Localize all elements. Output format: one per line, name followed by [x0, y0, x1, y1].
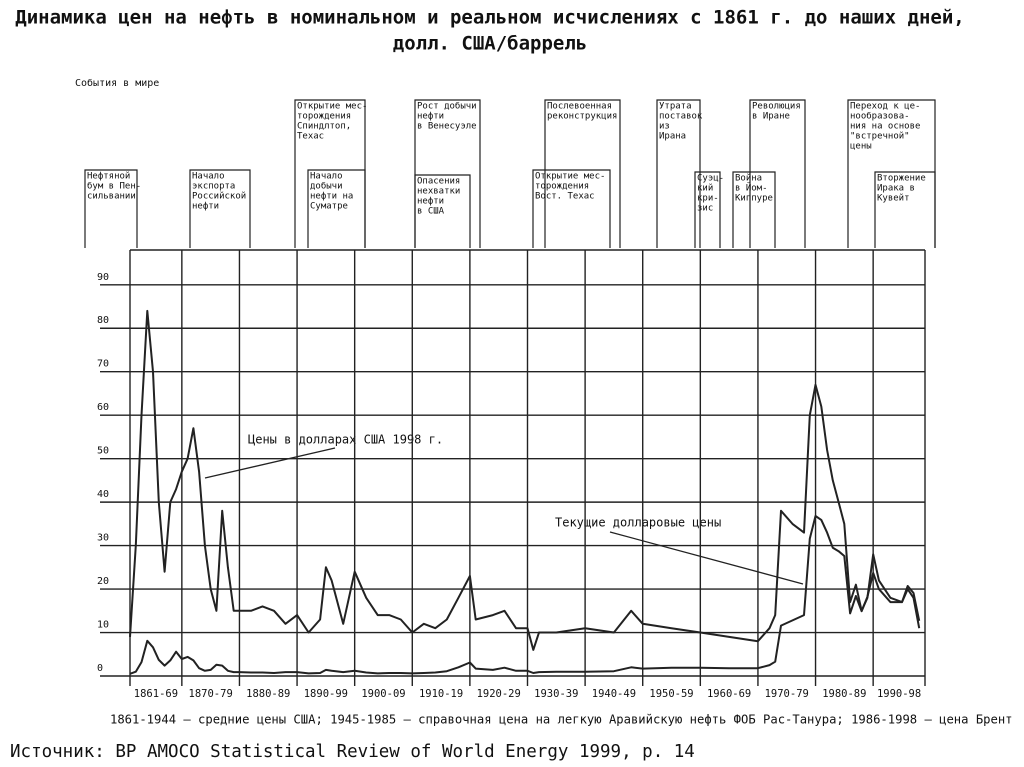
event-box [84, 169, 138, 248]
x-tick-label: 1910-19 [419, 688, 463, 700]
event-text: ния на основе [850, 122, 920, 132]
event-text: Утрата [659, 102, 692, 112]
event-text: Переход к це- [850, 102, 920, 112]
event-text: в Йом- [735, 182, 768, 194]
event-text: Киппуре [735, 194, 773, 204]
x-tick-label: 1920-29 [477, 688, 521, 700]
event-text: кий [697, 184, 713, 194]
x-tick-label: 1980-89 [822, 688, 866, 700]
event-text: Открытие мес- [297, 102, 367, 112]
event-text: Техас [297, 132, 324, 142]
annotation-arrow [204, 447, 336, 479]
series-label: Цены в долларах США 1998 г. [248, 433, 443, 447]
event-text: Начало [192, 172, 225, 182]
event-box [694, 171, 721, 248]
event-text: Суэц- [697, 174, 724, 184]
event-text: Открытие мес- [535, 172, 605, 182]
event-text: бум в Пен- [87, 181, 141, 192]
event-text: Рост добычи [417, 101, 477, 112]
event-text: нефти на [310, 192, 353, 202]
event-box [414, 99, 481, 248]
x-tick-label: 1870-79 [189, 688, 233, 700]
event-box [544, 99, 621, 248]
event-text: в США [417, 207, 445, 217]
event-text: реконструкция [547, 112, 617, 122]
x-tick-label: 1861-69 [134, 688, 178, 700]
event-text: Начало [310, 172, 343, 182]
event-text: Послевоенная [547, 102, 612, 112]
event-text: нефти [417, 197, 444, 207]
event-text: торождения [297, 112, 351, 122]
event-text: экспорта [192, 182, 235, 192]
event-text: Спиндлтоп, [297, 122, 351, 132]
event-box [656, 99, 701, 248]
event-box [874, 171, 936, 248]
source: Источник: BP AMOCO Statistical Review of… [10, 742, 695, 762]
x-tick-label: 1960-69 [707, 688, 751, 700]
event-text: в Венесуэле [417, 122, 477, 132]
x-tick-label: 1970-79 [765, 688, 809, 700]
event-box [414, 174, 471, 248]
event-text: Кувейт [877, 194, 910, 204]
y-tick-label: 40 [97, 489, 109, 500]
chart-title: Динамика цен на нефть в номинальном и ре… [15, 7, 964, 29]
event-text: Вост. Техас [535, 192, 595, 202]
event-text: нехватки [417, 187, 460, 197]
event-box [749, 99, 806, 248]
x-tick-label: 1900-09 [361, 688, 405, 700]
event-text: "встречной" [850, 132, 910, 142]
x-tick-label: 1940-49 [592, 688, 636, 700]
event-text: нефти [417, 112, 444, 122]
event-text: Ирана [659, 132, 686, 142]
event-text: Опасения [417, 177, 460, 187]
x-tick-label: 1930-39 [534, 688, 578, 700]
y-tick-label: 80 [97, 315, 109, 326]
event-text: Нефтяной [87, 172, 130, 182]
y-tick-label: 30 [97, 533, 109, 544]
event-text: кри- [697, 194, 719, 204]
y-tick-label: 60 [97, 402, 109, 413]
event-text: торождения [535, 182, 589, 192]
chart-subtitle: долл. США/баррель [393, 33, 587, 55]
series-label: Текущие долларовые цены [555, 516, 721, 530]
y-tick-label: 90 [97, 272, 109, 283]
events-label: События в мире [75, 77, 159, 89]
event-text: зис [697, 204, 713, 214]
annotation-arrow [609, 531, 804, 585]
event-text: в Иране [752, 112, 790, 122]
event-text: Революция [752, 102, 801, 112]
event-text: Российской [192, 192, 246, 202]
y-tick-label: 20 [97, 576, 109, 587]
footnote: 1861-1944 – средние цены США; 1945-1985 … [110, 713, 1013, 727]
event-text: Война [735, 174, 762, 184]
y-tick-label: 50 [97, 446, 109, 457]
series-line [129, 309, 921, 651]
y-tick-label: 10 [97, 620, 109, 631]
event-text: нообразова- [850, 111, 910, 122]
event-box [189, 169, 251, 248]
x-tick-label: 1950-59 [649, 688, 693, 700]
event-text: Ирака в [877, 184, 915, 194]
event-box [307, 169, 366, 248]
event-text: сильвании [87, 192, 136, 202]
x-tick-label: 1990-98 [877, 688, 921, 700]
event-text: поставок [659, 112, 703, 122]
event-text: из [659, 122, 670, 132]
event-text: нефти [192, 202, 219, 212]
x-tick-label: 1880-89 [246, 688, 290, 700]
series-line [129, 515, 921, 675]
event-text: добычи [310, 181, 343, 192]
event-box [732, 171, 776, 248]
event-text: цены [850, 142, 872, 152]
event-box [532, 169, 611, 248]
event-text: Суматре [310, 202, 348, 212]
x-tick-label: 1890-99 [304, 688, 348, 700]
y-tick-label: 0 [97, 663, 103, 674]
y-tick-label: 70 [97, 359, 109, 370]
event-text: Вторжение [877, 174, 926, 184]
